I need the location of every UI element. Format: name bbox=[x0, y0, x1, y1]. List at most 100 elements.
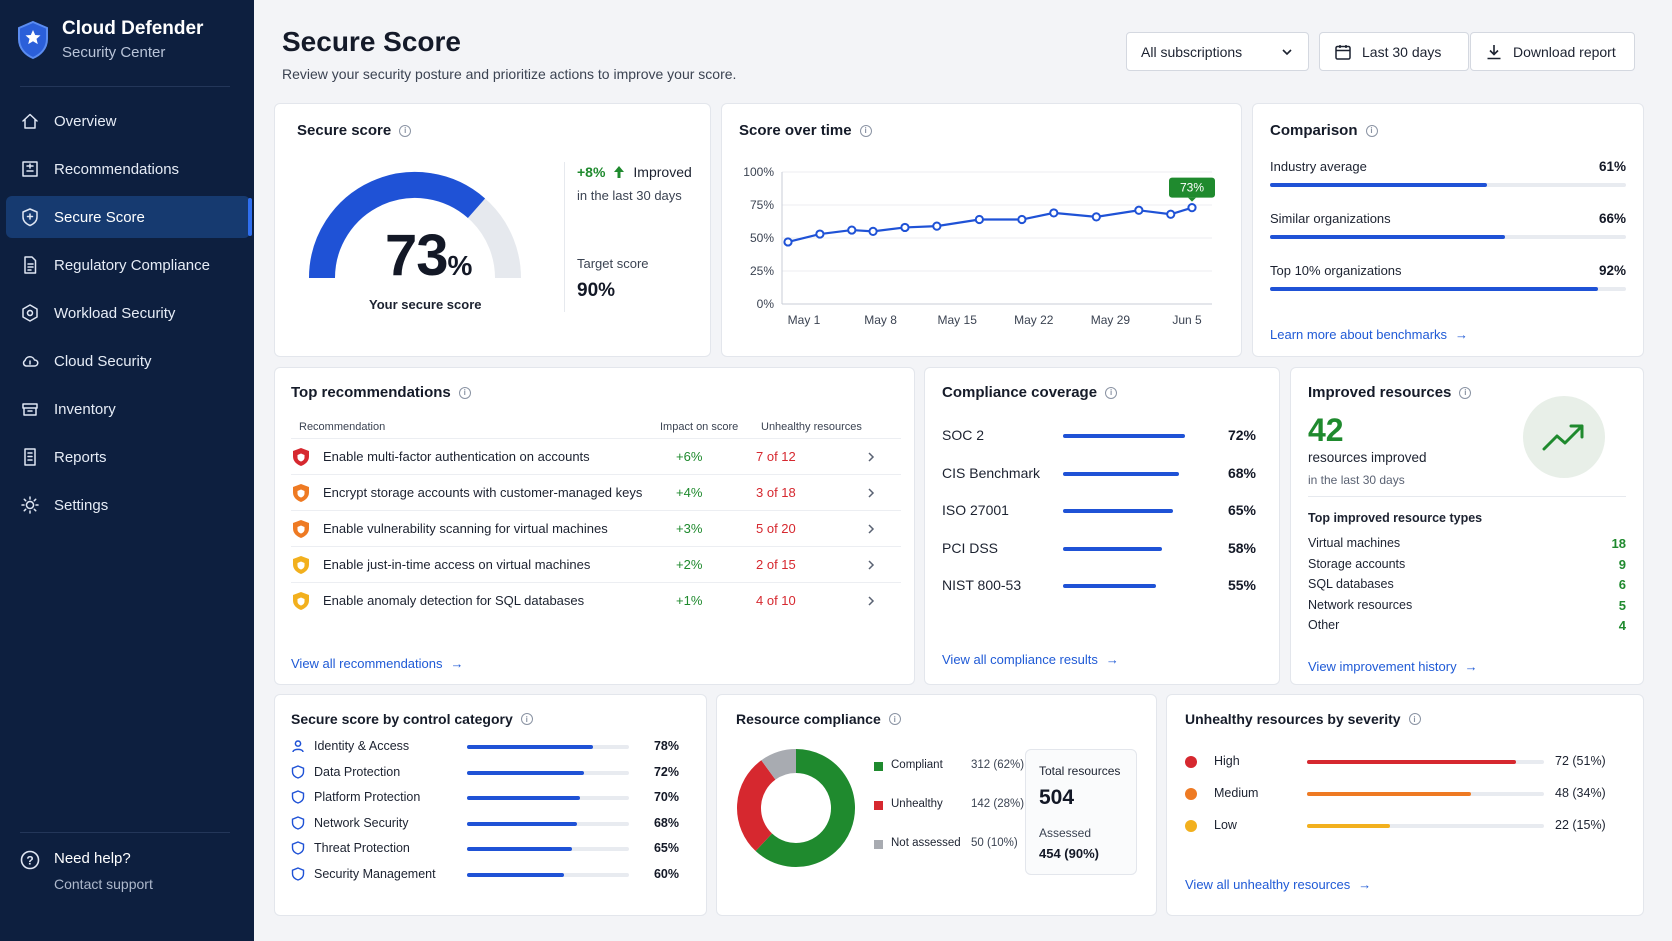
chevron-right-icon[interactable] bbox=[866, 523, 876, 535]
severity-label: High bbox=[1214, 754, 1240, 768]
chevron-right-icon[interactable] bbox=[866, 559, 876, 571]
compliance-bar-fill bbox=[1063, 434, 1186, 438]
table-row[interactable]: Encrypt storage accounts with customer-m… bbox=[291, 474, 901, 510]
info-icon[interactable]: i bbox=[1459, 386, 1472, 399]
donut-slice-compliant[interactable] bbox=[755, 749, 855, 867]
cloud-icon bbox=[20, 351, 40, 371]
info-icon[interactable]: i bbox=[888, 713, 901, 725]
y-tick-label: 0% bbox=[757, 297, 775, 311]
table-row[interactable]: Enable vulnerability scanning for virtua… bbox=[291, 510, 901, 546]
data-point[interactable] bbox=[1091, 212, 1101, 222]
view-improvement-history-link[interactable]: View improvement history → bbox=[1308, 659, 1478, 674]
resource-type-value: 6 bbox=[1618, 577, 1626, 592]
x-tick-label: May 8 bbox=[864, 313, 897, 327]
y-tick-label: 50% bbox=[750, 231, 774, 245]
resource-compliance-card: Resource compliance i Total resources 504… bbox=[716, 694, 1157, 916]
data-point[interactable] bbox=[1134, 205, 1144, 215]
contact-support-link[interactable]: Contact support bbox=[54, 876, 153, 892]
donut-slice-not-assessed[interactable] bbox=[761, 749, 797, 781]
info-icon[interactable]: i bbox=[1365, 124, 1378, 137]
category-value: 70% bbox=[653, 790, 679, 804]
table-row[interactable]: Enable anomaly detection for SQL databas… bbox=[291, 582, 901, 618]
data-point[interactable] bbox=[932, 221, 942, 231]
compliance-value: 55% bbox=[1227, 577, 1256, 593]
data-point[interactable] bbox=[815, 229, 825, 239]
comparison-bar-fill bbox=[1270, 183, 1488, 187]
divider bbox=[564, 162, 565, 312]
data-point[interactable] bbox=[1187, 203, 1197, 213]
score-change-period: in the last 30 days bbox=[577, 188, 682, 203]
compliance-title: Compliance coverage i bbox=[942, 384, 1118, 401]
category-bar-fill bbox=[467, 847, 573, 851]
download-icon bbox=[1485, 43, 1503, 61]
improved-period: in the last 30 days bbox=[1308, 473, 1405, 487]
download-report-button[interactable]: Download report bbox=[1470, 32, 1635, 71]
help-icon: ? bbox=[20, 850, 40, 892]
data-point[interactable] bbox=[868, 226, 878, 237]
sidebar-item-overview[interactable]: Overview bbox=[6, 100, 250, 142]
resource-compliance-title: Resource compliance i bbox=[736, 711, 901, 727]
table-row[interactable]: Enable just-in-time access on virtual ma… bbox=[291, 546, 901, 582]
info-icon[interactable]: i bbox=[859, 124, 872, 137]
sidebar-item-label: Settings bbox=[54, 496, 109, 514]
compliance-bar bbox=[1063, 434, 1202, 438]
list-icon bbox=[20, 159, 40, 179]
shield-icon bbox=[20, 207, 40, 227]
subscriptions-dropdown[interactable]: All subscriptions bbox=[1126, 32, 1309, 71]
chevron-right-icon[interactable] bbox=[866, 451, 876, 463]
sidebar-item-reports[interactable]: Reports bbox=[6, 436, 250, 478]
donut-slice-unhealthy[interactable] bbox=[737, 760, 776, 852]
help-section[interactable]: ? Need help? Contact support bbox=[20, 850, 153, 892]
col-unhealthy: Unhealthy resources bbox=[761, 421, 862, 433]
info-icon[interactable]: i bbox=[1105, 386, 1118, 399]
info-icon[interactable]: i bbox=[1408, 713, 1421, 725]
compliance-label: NIST 800-53 bbox=[942, 577, 1022, 593]
control-category-card: Secure score by control category i Identi… bbox=[274, 694, 707, 916]
chevron-right-icon[interactable] bbox=[866, 487, 876, 499]
compliance-label: CIS Benchmark bbox=[942, 464, 1041, 481]
data-point[interactable] bbox=[1166, 209, 1176, 219]
comparison-value: 66% bbox=[1598, 211, 1626, 226]
data-point[interactable] bbox=[1049, 208, 1059, 218]
resource-type-value: 5 bbox=[1618, 597, 1626, 613]
subscriptions-label: All subscriptions bbox=[1141, 43, 1243, 60]
divider bbox=[1308, 496, 1626, 497]
sidebar-item-workload-security[interactable]: Workload Security bbox=[6, 292, 250, 334]
severity-bar bbox=[1307, 760, 1544, 764]
shield-logo-icon bbox=[16, 20, 50, 60]
sidebar-item-secure-score[interactable]: Secure Score bbox=[6, 196, 252, 238]
data-point[interactable] bbox=[900, 222, 910, 233]
data-point[interactable] bbox=[1017, 214, 1027, 225]
data-point[interactable] bbox=[974, 214, 984, 225]
legend-label: Compliant bbox=[891, 759, 943, 771]
target-score-label: Target score bbox=[577, 256, 649, 271]
table-row[interactable]: Enable multi-factor authentication on ac… bbox=[291, 438, 901, 474]
data-point[interactable] bbox=[847, 225, 857, 235]
y-tick-label: 25% bbox=[750, 264, 774, 278]
sidebar-item-regulatory-compliance[interactable]: Regulatory Compliance bbox=[6, 244, 250, 286]
comparison-label: Industry average bbox=[1270, 159, 1367, 174]
info-icon[interactable]: i bbox=[399, 124, 412, 137]
sidebar-divider bbox=[20, 832, 230, 833]
comparison-value: 92% bbox=[1598, 263, 1626, 278]
score-over-time-title: Score over time i bbox=[739, 122, 872, 139]
view-unhealthy-link[interactable]: View all unhealthy resources → bbox=[1185, 877, 1372, 892]
sidebar-item-recommendations[interactable]: Recommendations bbox=[6, 148, 250, 190]
sidebar-item-label: Regulatory Compliance bbox=[54, 256, 210, 274]
total-resources-label: Total resources bbox=[1039, 764, 1121, 778]
info-icon[interactable]: i bbox=[458, 386, 471, 399]
info-icon[interactable]: i bbox=[520, 713, 533, 725]
benchmarks-link[interactable]: Learn more about benchmarks → bbox=[1270, 327, 1469, 342]
sidebar-item-cloud-security[interactable]: Cloud Security bbox=[6, 340, 250, 382]
trending-up-icon bbox=[1523, 396, 1605, 478]
view-compliance-link[interactable]: View all compliance results → bbox=[942, 652, 1119, 667]
sidebar: Cloud Defender Security Center Overview R… bbox=[0, 0, 254, 941]
sidebar-item-settings[interactable]: Settings bbox=[6, 484, 250, 526]
date-range-button[interactable]: Last 30 days bbox=[1319, 32, 1469, 71]
view-all-recommendations-link[interactable]: View all recommendations → bbox=[291, 656, 464, 671]
database-icon bbox=[291, 764, 305, 779]
gear-shield-icon bbox=[20, 303, 40, 323]
sidebar-item-inventory[interactable]: Inventory bbox=[6, 388, 250, 430]
chevron-right-icon[interactable] bbox=[866, 595, 876, 607]
data-point[interactable] bbox=[783, 237, 793, 247]
